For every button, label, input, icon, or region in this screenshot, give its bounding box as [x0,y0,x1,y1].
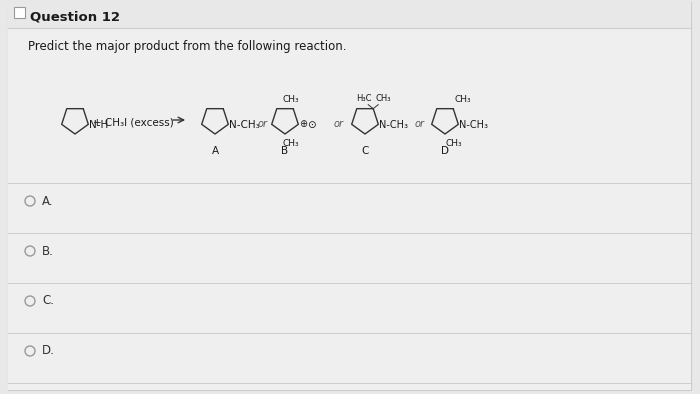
Text: A: A [211,146,218,156]
Text: B: B [281,146,288,156]
Text: N-CH₃: N-CH₃ [459,120,489,130]
Text: CH₃: CH₃ [283,139,300,148]
Text: N-CH₃: N-CH₃ [379,120,408,130]
Text: + CH₃I (excess): + CH₃I (excess) [93,117,174,127]
Text: or: or [258,119,268,129]
Text: C.: C. [42,294,54,307]
Bar [8,2,691,28]
Bar [8,233,691,283]
Text: N-H: N-H [90,120,108,130]
Bar [8,183,691,233]
Bar [8,283,691,333]
Text: C: C [361,146,369,156]
Text: D.: D. [42,344,55,357]
Text: or: or [334,119,344,129]
Bar [14,7,25,18]
Text: Question 12: Question 12 [30,11,120,24]
Text: or: or [415,119,425,129]
Text: ⊕: ⊕ [300,119,307,129]
Text: ⊙: ⊙ [307,120,316,130]
Text: A.: A. [42,195,53,208]
Text: D: D [441,146,449,156]
Text: CH₃: CH₃ [454,95,471,104]
Text: CH₃: CH₃ [283,95,300,104]
Text: CH₃: CH₃ [375,94,391,103]
Text: N-CH₃: N-CH₃ [230,120,260,130]
Bar [8,333,691,383]
Text: B.: B. [42,245,54,258]
Text: Predict the major product from the following reaction.: Predict the major product from the follo… [28,39,346,52]
Text: CH₃: CH₃ [446,139,463,148]
Text: H₃C: H₃C [356,94,371,103]
